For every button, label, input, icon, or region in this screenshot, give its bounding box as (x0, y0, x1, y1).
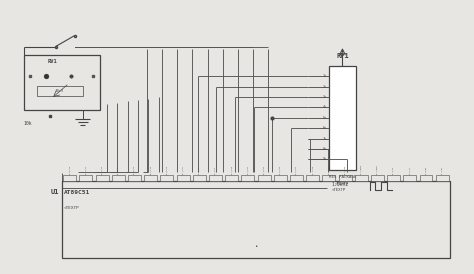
Text: P2.6/A14: P2.6/A14 (296, 165, 297, 174)
Text: 2x: 2x (323, 85, 327, 89)
Bar (96, 175, 109, 181)
Text: P0.2/AD2: P0.2/AD2 (101, 165, 103, 174)
Text: 6x: 6x (323, 126, 327, 130)
Text: P2.5/A13: P2.5/A13 (279, 165, 281, 174)
Text: AT89C51: AT89C51 (64, 190, 90, 195)
Text: •: • (254, 244, 258, 249)
Bar (177, 175, 190, 181)
Text: P3.5/T1: P3.5/T1 (409, 166, 410, 174)
Text: P3.7/RD: P3.7/RD (441, 166, 443, 174)
Text: RP1: RP1 (336, 53, 349, 59)
Text: U1: U1 (51, 189, 59, 195)
Bar (387, 175, 400, 181)
Text: 7x: 7x (323, 137, 327, 141)
Bar (241, 175, 255, 181)
Text: P2.4/A12: P2.4/A12 (263, 165, 265, 174)
Text: P0.5/AD5: P0.5/AD5 (150, 165, 152, 174)
Bar (419, 175, 432, 181)
Text: 4x: 4x (323, 105, 327, 109)
Text: P0.7/AD7: P0.7/AD7 (182, 165, 184, 174)
Bar (63, 175, 76, 181)
Text: 1.5kHz: 1.5kHz (332, 182, 349, 187)
Text: P3.2/INT0: P3.2/INT0 (361, 164, 362, 174)
Text: <TEXTP: <TEXTP (332, 189, 346, 192)
Bar (144, 175, 157, 181)
Bar (62, 181, 450, 258)
Text: 8x: 8x (323, 147, 327, 151)
Text: <TEXTP: <TEXTP (64, 206, 80, 210)
Text: 9x: 9x (323, 158, 327, 161)
Bar (128, 175, 141, 181)
Text: P3.1/TXD: P3.1/TXD (344, 165, 346, 174)
Text: P2.7/A15: P2.7/A15 (312, 165, 313, 174)
Bar (274, 175, 287, 181)
Bar (436, 175, 449, 181)
Text: 10k.0: 10k.0 (56, 89, 64, 93)
Text: RV1: RV1 (48, 59, 57, 64)
Text: P0.4/AD4: P0.4/AD4 (134, 165, 136, 174)
Text: RES PACKAGE: RES PACKAGE (328, 175, 356, 179)
Bar (160, 175, 173, 181)
Bar (329, 66, 356, 170)
Bar (403, 175, 416, 181)
Text: P0.1/AD1: P0.1/AD1 (85, 165, 87, 174)
Text: P0.3/AD3: P0.3/AD3 (118, 165, 119, 174)
Bar (257, 175, 271, 181)
Text: 1x: 1x (323, 74, 327, 78)
Text: P2.1/A9: P2.1/A9 (215, 166, 216, 174)
Bar (37, 86, 83, 96)
Bar (306, 175, 319, 181)
Bar (322, 175, 335, 181)
Text: P3.0/RXD: P3.0/RXD (328, 165, 329, 174)
Text: P3.4/T0: P3.4/T0 (393, 166, 394, 174)
Text: P3.6/WR: P3.6/WR (425, 166, 427, 174)
Text: <TEXTP: <TEXTP (335, 182, 350, 186)
Bar (112, 175, 125, 181)
Text: 10k: 10k (24, 121, 32, 125)
Text: P2.0/A8: P2.0/A8 (199, 166, 200, 174)
Text: P3.3/INT1: P3.3/INT1 (377, 164, 378, 174)
Text: 5x: 5x (323, 116, 327, 120)
Text: P0.6/AD6: P0.6/AD6 (166, 165, 168, 174)
Bar (24, 55, 100, 110)
Bar (193, 175, 206, 181)
Text: P2.2/A10: P2.2/A10 (231, 165, 233, 174)
Bar (225, 175, 238, 181)
Bar (371, 175, 384, 181)
Text: 3x: 3x (323, 95, 327, 99)
Bar (290, 175, 303, 181)
Text: P2.3/A11: P2.3/A11 (247, 165, 249, 174)
Bar (209, 175, 222, 181)
Bar (80, 175, 92, 181)
Text: P0.0/AD0: P0.0/AD0 (69, 165, 71, 174)
Bar (355, 175, 368, 181)
Bar (338, 175, 352, 181)
